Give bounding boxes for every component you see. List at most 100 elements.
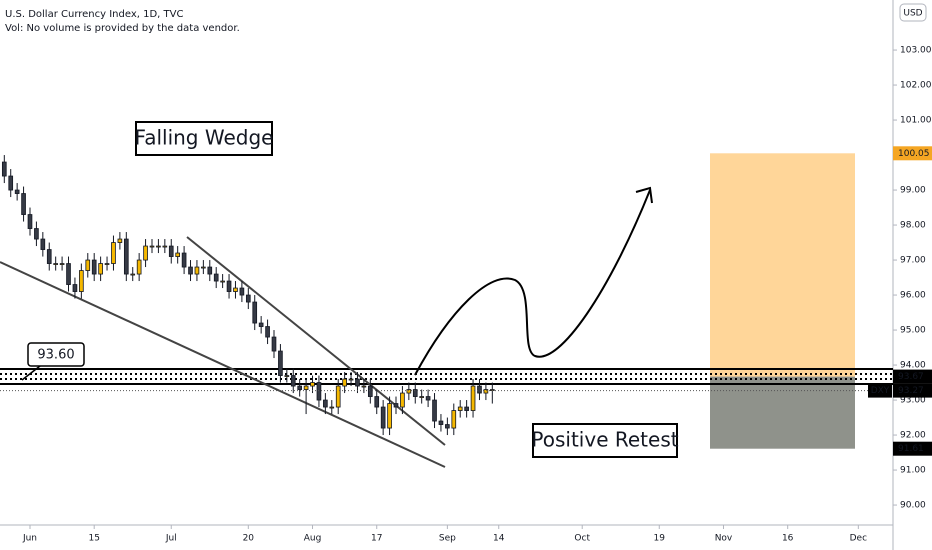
candle-body [400, 392, 405, 408]
x-tick-label: 16 [782, 534, 794, 544]
target-zone [710, 153, 855, 377]
candle-body [156, 245, 161, 248]
candle-body [393, 403, 399, 408]
x-tick-label: Jun [22, 534, 37, 544]
y-tick-label: 96.00 [900, 291, 926, 301]
candle-body [483, 389, 489, 394]
price-label-bg [893, 441, 932, 456]
candle-body [149, 245, 155, 248]
candle-body [188, 266, 193, 275]
candle-body [297, 385, 303, 390]
last-price-label: 93.27 [898, 386, 924, 396]
candle-body [457, 406, 463, 411]
candle-body [451, 410, 457, 429]
candle-body [438, 420, 444, 425]
currency-badge[interactable] [899, 3, 927, 22]
y-tick-label: 102.00 [900, 81, 932, 91]
candle-body [265, 326, 270, 338]
x-tick-label: Oct [574, 534, 590, 544]
callout-text: 93.60 [37, 348, 74, 363]
candle-body [278, 350, 283, 376]
candle-body [104, 263, 110, 265]
support-band [0, 368, 893, 385]
candle-body [290, 375, 296, 387]
projection-arrow [414, 189, 651, 376]
candle-body [72, 284, 78, 292]
candle-body [310, 382, 315, 387]
candle-body [342, 378, 347, 387]
candle-body [284, 375, 290, 377]
candle-body [130, 273, 136, 276]
x-tick-label: 19 [654, 534, 666, 544]
x-tick-label: 20 [243, 534, 255, 544]
x-tick-label: 15 [88, 534, 99, 544]
candle-body [367, 385, 373, 397]
candle-body [387, 403, 392, 429]
candle-body [123, 238, 129, 275]
last-price-label-bg [893, 383, 932, 398]
wedge-lower [0, 261, 446, 468]
candle-body [258, 322, 264, 327]
candle-body [98, 263, 103, 275]
candle-body [412, 389, 418, 397]
y-tick-label: 97.00 [900, 256, 926, 266]
candle-body [201, 266, 206, 269]
x-tick-label: 14 [493, 534, 505, 544]
candle-body [470, 385, 476, 411]
candle-body [316, 382, 322, 401]
y-tick-label: 101.00 [900, 116, 932, 126]
candle-body [374, 396, 380, 408]
y-tick-label: 99.00 [900, 186, 926, 196]
candle-body [445, 424, 450, 429]
candle-body [40, 238, 46, 250]
chart-subtitle: Vol: No volume is provided by the data v… [5, 23, 240, 34]
candle-body [348, 378, 354, 381]
callout-pointer [21, 365, 41, 381]
candle-body [432, 399, 437, 422]
candle-body [85, 259, 91, 271]
y-tick-label: 91.00 [900, 466, 926, 476]
y-tick-label: 103.00 [900, 46, 932, 56]
x-tick-label: Dec [850, 534, 867, 544]
candle-body [175, 252, 181, 257]
x-tick-label: Sep [439, 534, 456, 544]
annotation: Falling Wedge [135, 126, 274, 150]
price-label: 100.05 [898, 149, 930, 159]
candle-body [162, 245, 168, 248]
symbol: DXY [871, 386, 890, 396]
y-tick-label: 98.00 [900, 221, 926, 231]
candle-body [464, 406, 469, 411]
candle-body [239, 287, 245, 296]
candle-body [252, 301, 258, 324]
y-tick-label: 95.00 [900, 326, 926, 336]
candle-body [213, 273, 219, 282]
candle-body [91, 259, 97, 275]
y-tick-label: 93.00 [900, 396, 926, 406]
annotation: Positive Retest [531, 428, 678, 452]
candle-body [226, 280, 232, 292]
candle-body [143, 245, 148, 261]
position-boxes [710, 153, 855, 449]
x-tick-label: Jul [165, 534, 177, 544]
candle-body [233, 287, 238, 292]
candle-body [220, 280, 225, 283]
candle-body [136, 259, 142, 275]
candle-body [477, 385, 482, 394]
candle-body [335, 385, 341, 408]
candle-body [14, 189, 20, 194]
annotation-box [135, 121, 273, 156]
arrow-head [635, 186, 653, 204]
candles [1, 155, 495, 436]
currency[interactable]: USD [903, 9, 922, 19]
candle-body [406, 389, 412, 394]
candle-body [194, 266, 200, 275]
candle-body [245, 294, 251, 303]
candle-body [361, 385, 367, 388]
candle-body [79, 270, 84, 292]
y-tick-label: 94.00 [900, 361, 926, 371]
price-label-bg [893, 369, 932, 384]
chart-title: U.S. Dollar Currency Index, 1D, TVC [5, 9, 183, 20]
x-tick-label: 17 [371, 534, 382, 544]
price-label: 91.61 [898, 444, 924, 454]
candle-body [53, 263, 58, 265]
